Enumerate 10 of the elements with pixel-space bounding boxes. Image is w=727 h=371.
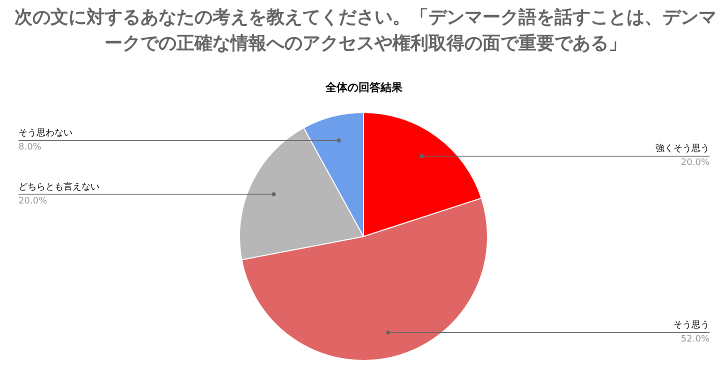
slice-label: 強くそう思う <box>656 143 710 154</box>
chart-subtitle: 全体の回答結果 <box>324 81 404 94</box>
slice-label: どちらとも言えない <box>18 181 100 192</box>
data-label: 52.0% <box>680 334 710 345</box>
data-label: 20.0% <box>18 196 48 206</box>
data-label: 20.0% <box>680 158 710 168</box>
data-label: 8.0% <box>18 142 42 152</box>
slice-label: そう思う <box>674 320 710 331</box>
chart-title: 次の文に対するあなたの考えを教えてください。「デンマーク語を話すことは、デンマークでの正確な情報へのアクセスや権利取得の面で重要である」 <box>14 6 718 56</box>
slice-label: そう思わない <box>18 127 72 138</box>
